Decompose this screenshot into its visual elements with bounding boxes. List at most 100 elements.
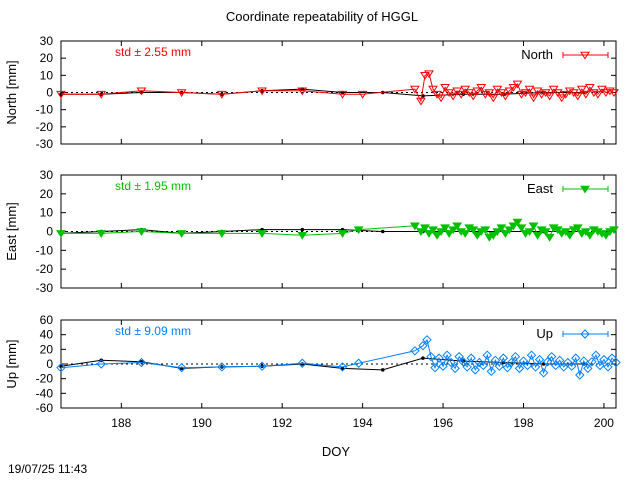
- data-point: [257, 361, 267, 371]
- data-point: [422, 335, 432, 345]
- data-point: [337, 362, 348, 372]
- data-point: [478, 360, 488, 371]
- data-point: [542, 357, 553, 367]
- y-tick-label: -30: [36, 281, 54, 295]
- data-point: [504, 226, 515, 235]
- data-point: [587, 357, 597, 367]
- data-point: [595, 360, 605, 371]
- data-point: [576, 85, 587, 94]
- data-point: [436, 228, 446, 237]
- std-label: std ± 1.95 mm: [115, 179, 191, 193]
- data-point: [454, 351, 464, 362]
- data-point: [564, 87, 575, 96]
- data-point: [444, 230, 454, 238]
- y-tick-label: -20: [36, 372, 54, 386]
- data-point: [442, 350, 452, 360]
- panel-north: -30 -20 -10 0 10 20 30 North [mm] std ± 2.55 mm N…: [4, 34, 619, 151]
- data-point: [508, 84, 519, 92]
- data-point: [468, 226, 479, 235]
- data-point: [584, 231, 595, 240]
- y-tick-label: -20: [36, 262, 54, 276]
- y-tick-label: -60: [36, 401, 54, 415]
- data-point: [410, 222, 420, 231]
- data-point: [544, 233, 555, 242]
- reference-point: [380, 229, 385, 234]
- data-point: [488, 231, 499, 240]
- data-point: [554, 355, 565, 366]
- x-tick-label: 194: [353, 416, 373, 430]
- y-axis-label: Up [mm]: [4, 339, 19, 388]
- std-label: std ± 2.55 mm: [115, 45, 191, 59]
- data-point: [502, 362, 513, 373]
- y-tick-label: 20: [40, 342, 54, 356]
- legend-marker: [580, 329, 590, 339]
- x-axis-label: DOY: [322, 444, 351, 459]
- chart-title: Coordinate repeatability of HGGL: [226, 9, 418, 24]
- data-point: [297, 87, 308, 96]
- legend-label: Up: [536, 326, 553, 341]
- data-point: [560, 228, 571, 237]
- data-point: [466, 353, 476, 363]
- data-point: [552, 89, 563, 98]
- data-point: [410, 85, 420, 94]
- data-point: [494, 361, 505, 371]
- data-point: [496, 224, 507, 233]
- data-point: [530, 362, 541, 372]
- reference-point: [300, 362, 305, 366]
- data-point: [567, 361, 577, 371]
- data-point: [460, 230, 471, 238]
- data-point: [516, 224, 527, 233]
- data-point: [580, 228, 591, 237]
- data-point: [601, 89, 611, 98]
- data-point: [520, 89, 531, 98]
- data-point: [564, 231, 575, 240]
- data-point: [508, 222, 519, 231]
- data-point: [216, 230, 227, 238]
- data-point: [56, 230, 66, 238]
- data-point: [217, 362, 227, 372]
- data-point: [593, 90, 603, 99]
- data-point: [480, 226, 491, 235]
- y-tick-label: -40: [36, 386, 54, 400]
- data-point: [420, 224, 430, 233]
- data-point: [418, 340, 428, 351]
- data-point: [424, 70, 434, 79]
- data-point: [462, 362, 472, 372]
- y-tick-label: 20: [40, 51, 54, 65]
- data-point: [540, 228, 551, 237]
- data-point: [472, 87, 483, 96]
- legend-label: East: [527, 181, 553, 196]
- data-point: [456, 90, 467, 99]
- data-point: [428, 85, 438, 94]
- data-point: [56, 90, 66, 99]
- data-point: [575, 370, 585, 380]
- data-point: [528, 94, 539, 103]
- data-point: [506, 357, 517, 368]
- data-point: [526, 350, 537, 360]
- panel-east: -30 -20 -10 0 10 20 30 East [mm] std ± 1.95 mm Ea…: [4, 168, 619, 295]
- data-point: [528, 222, 539, 231]
- y-tick-label: -10: [36, 103, 54, 117]
- reference-point: [59, 364, 63, 369]
- data-point: [353, 226, 364, 235]
- data-point: [488, 94, 499, 103]
- data-point: [484, 89, 495, 98]
- data-point: [476, 84, 487, 92]
- data-point: [452, 222, 463, 231]
- reference-point: [340, 366, 345, 371]
- data-point: [524, 85, 535, 94]
- data-point: [480, 90, 491, 99]
- data-point: [599, 354, 609, 365]
- data-point: [430, 362, 440, 373]
- data-point: [572, 224, 583, 233]
- data-point: [512, 218, 523, 227]
- data-point: [516, 90, 527, 99]
- data-point: [532, 231, 543, 240]
- timestamp: 19/07/25 11:43: [8, 462, 88, 476]
- y-tick-label: 0: [46, 86, 53, 100]
- data-point: [426, 351, 436, 362]
- y-tick-label: 30: [40, 168, 54, 182]
- data-point: [257, 87, 267, 96]
- data-point: [611, 357, 621, 368]
